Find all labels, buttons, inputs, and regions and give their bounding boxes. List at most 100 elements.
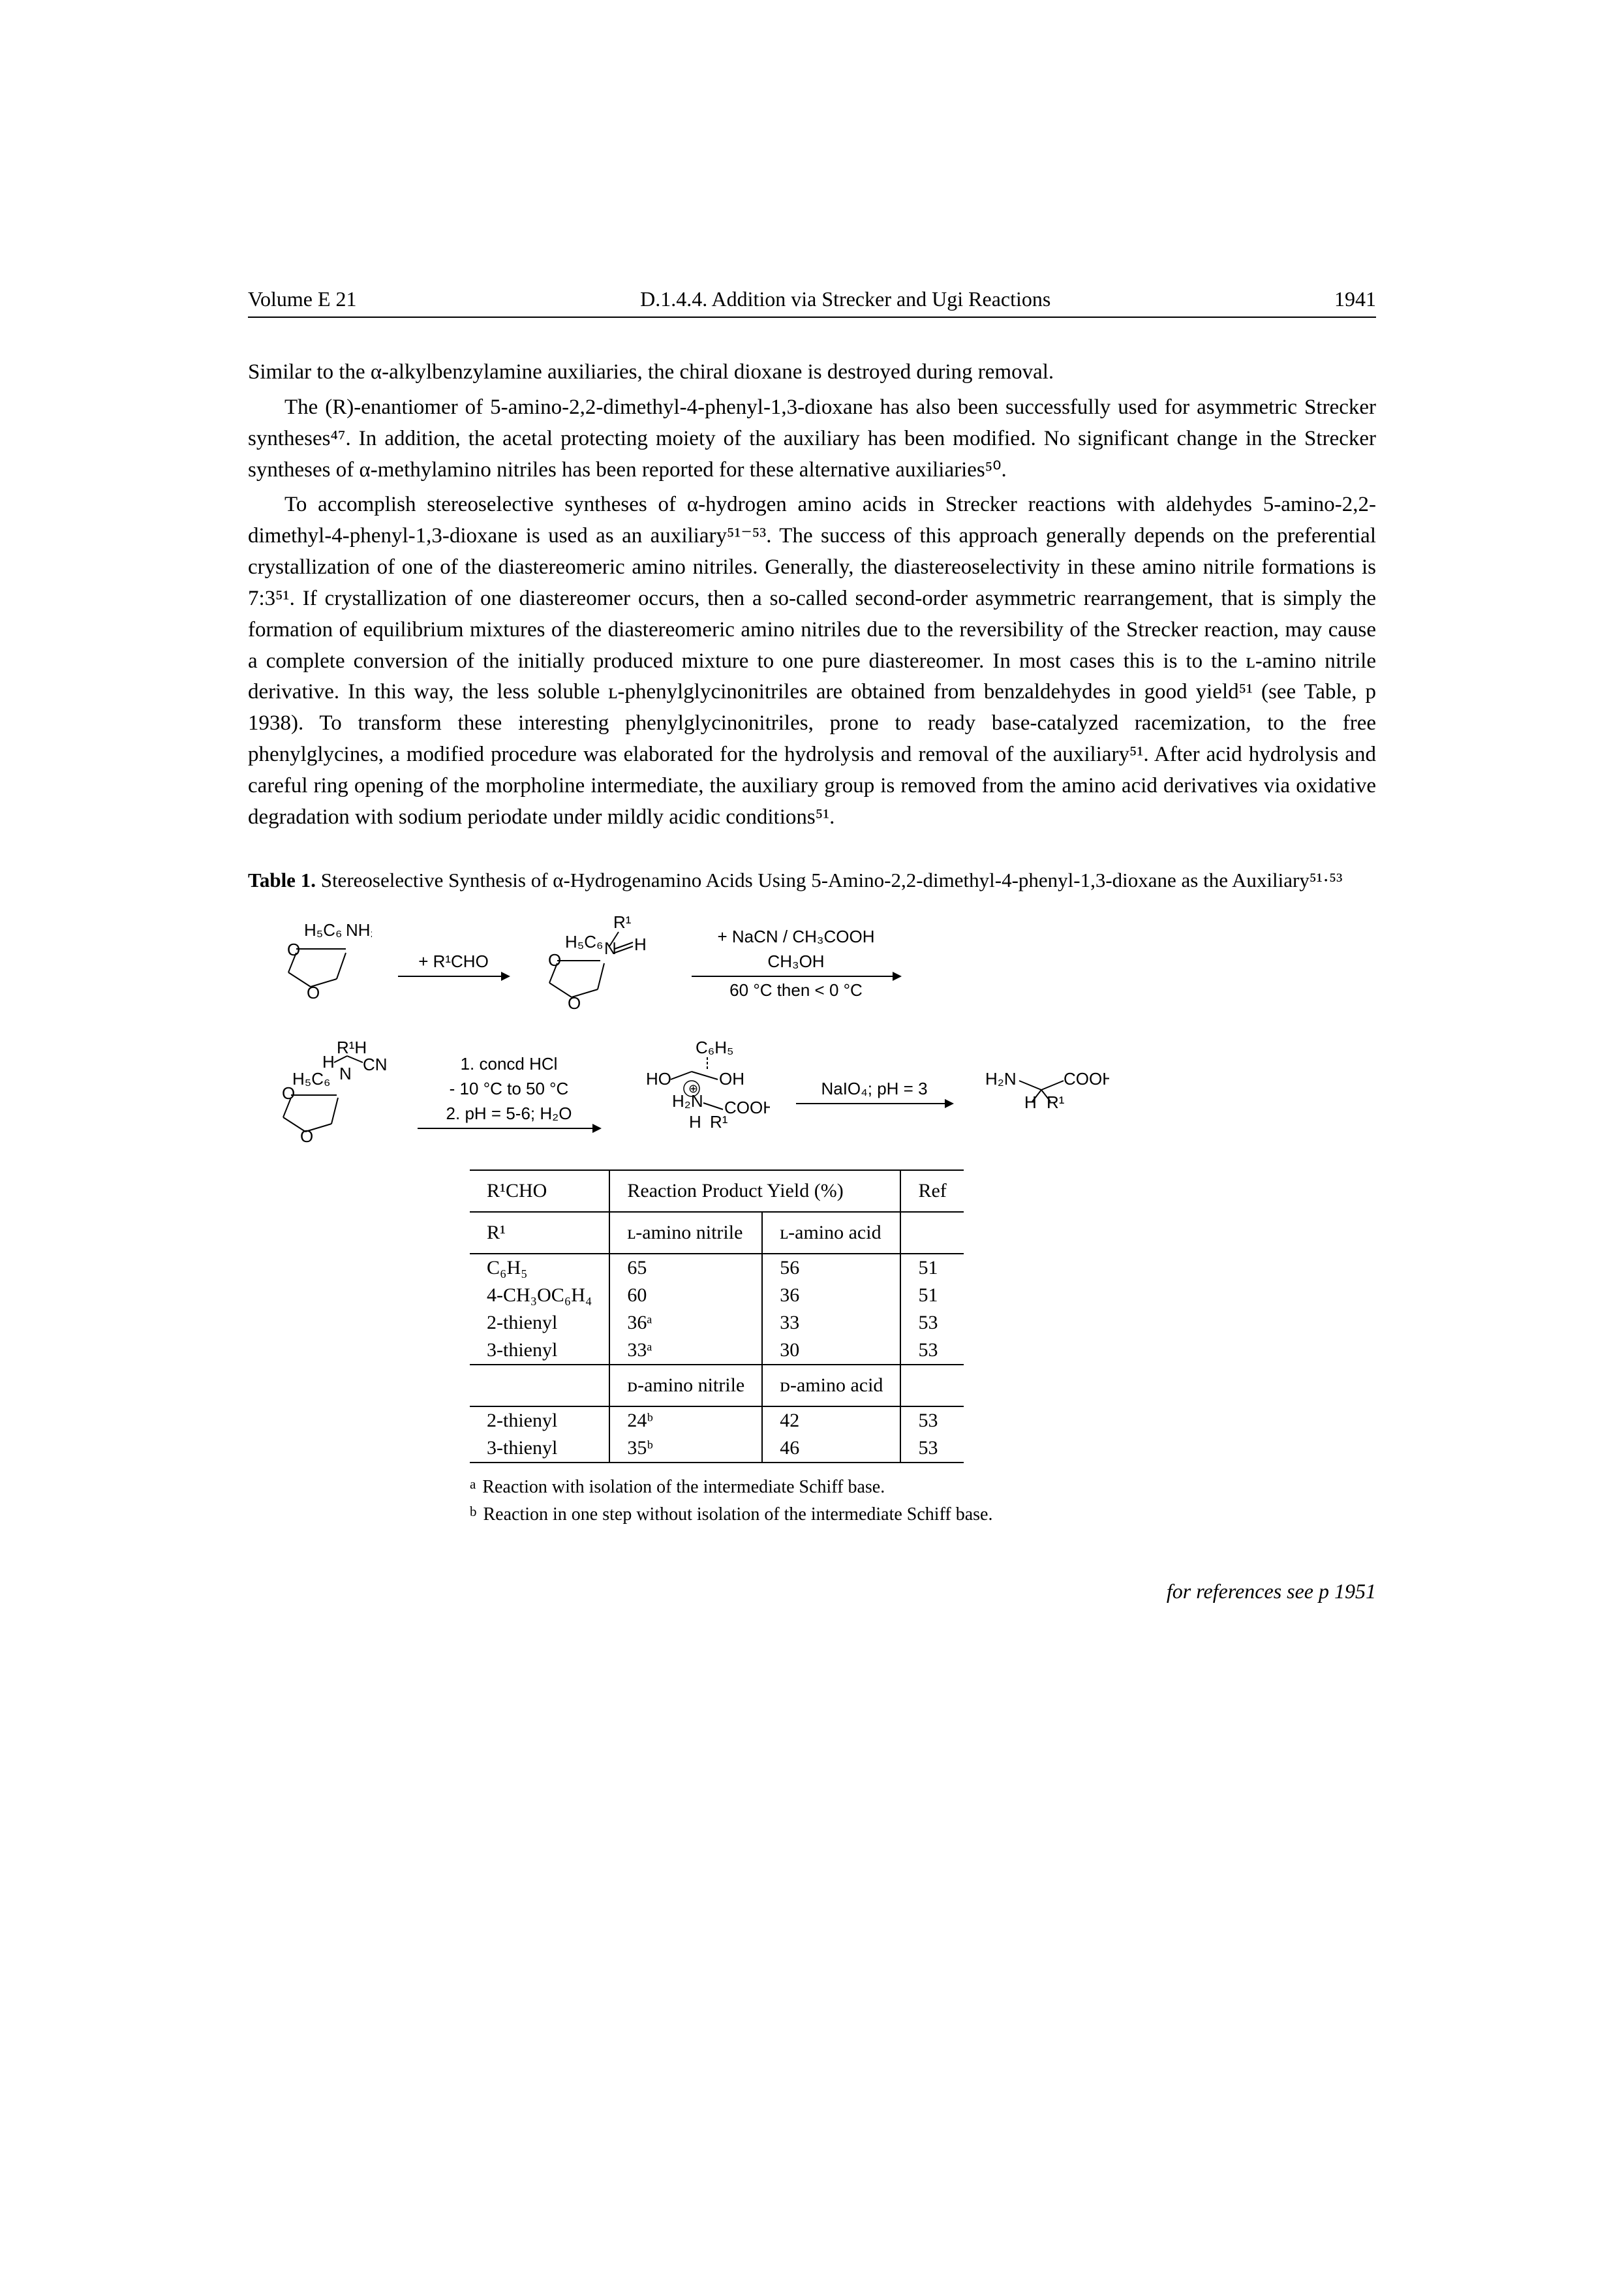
- arrow-hcl-top3: 2. pH = 5-6; H₂O: [446, 1103, 572, 1125]
- svg-text:H: H: [689, 1112, 701, 1132]
- col-header-yield: Reaction Product Yield (%): [609, 1171, 900, 1212]
- arrow-nacn-top1: + NaCN / CH₃COOH: [717, 926, 874, 948]
- svg-text:⊕: ⊕: [688, 1082, 698, 1095]
- arrow-hcl-top1: 1. concd HCl: [461, 1053, 558, 1076]
- table-row: ᴅ-amino nitrile ᴅ-amino acid: [470, 1365, 964, 1406]
- svg-text:H₅C₆: H₅C₆: [304, 921, 343, 940]
- footnote-b-mark: b: [470, 1502, 477, 1527]
- svg-text:H₂N: H₂N: [672, 1091, 703, 1111]
- arrow-naio4: NaIO₄; pH = 3: [796, 1078, 953, 1104]
- cell-r1: 2-thienyl: [470, 1407, 609, 1434]
- svg-text:O: O: [282, 1083, 295, 1103]
- table-row: 3-thienyl 35ᵇ 46 53: [470, 1434, 964, 1463]
- cell-ref: 51: [900, 1254, 963, 1282]
- cell-acid: 30: [762, 1337, 900, 1365]
- svg-text:C₆H₅: C₆H₅: [696, 1039, 734, 1057]
- footnote-b: b Reaction in one step without isolation…: [470, 1502, 1018, 1527]
- cell-acid: 36: [762, 1282, 900, 1309]
- reaction-scheme: H₅C₆ NH₂ O O + R¹CHO R¹ H₅C₆ N: [274, 915, 1376, 1143]
- subheader-d-nitrile: ᴅ-amino nitrile: [609, 1365, 762, 1406]
- svg-text:O: O: [307, 983, 320, 1002]
- arrow-hcl: 1. concd HCl - 10 °C to 50 °C 2. pH = 5-…: [418, 1053, 600, 1128]
- table-1: R¹CHO Reaction Product Yield (%) Ref R¹ …: [470, 1169, 964, 1463]
- col-header-ref: Ref: [900, 1171, 963, 1212]
- paragraph-3: To accomplish stereoselective syntheses …: [248, 489, 1376, 833]
- cell-r1: 2-thienyl: [470, 1309, 609, 1337]
- scheme-row-2: R¹H H N CN H₅C₆ O O 1. concd HCl - 10 °C…: [274, 1039, 1376, 1143]
- svg-text:CN: CN: [363, 1055, 388, 1074]
- morpholine-intermediate-icon: C₆H₅ HO OH H₂N COOH H R¹ ⊕: [626, 1039, 770, 1143]
- cell-acid: 42: [762, 1407, 900, 1434]
- svg-text:H₅C₆: H₅C₆: [565, 932, 604, 952]
- cell-r1: 3-thienyl: [470, 1434, 609, 1463]
- cell-nitrile: 65: [609, 1254, 762, 1282]
- header-page-number: 1941: [1334, 287, 1376, 311]
- paragraph-2: The (R)-enantiomer of 5-amino-2,2-dimeth…: [248, 392, 1376, 486]
- aminonitrile-structure-icon: R¹H H N CN H₅C₆ O O: [274, 1039, 391, 1143]
- svg-text:COOH: COOH: [1064, 1069, 1109, 1089]
- references-pointer: for references see p 1951: [248, 1579, 1376, 1603]
- svg-text:COOH: COOH: [724, 1098, 770, 1117]
- cell-ref: 53: [900, 1407, 963, 1434]
- imine-structure-icon: R¹ H₅C₆ N H O O: [535, 915, 666, 1013]
- cell-nitrile: 60: [609, 1282, 762, 1309]
- paragraph-1: Similar to the α-alkylbenzylamine auxili…: [248, 357, 1376, 388]
- dioxane-amine-structure-icon: H₅C₆ NH₂ O O: [274, 921, 372, 1006]
- svg-text:HO: HO: [646, 1069, 671, 1089]
- svg-text:H: H: [634, 935, 647, 954]
- arrow-nacn-top2: CH₃OH: [767, 951, 824, 973]
- arrow-nacn: + NaCN / CH₃COOH CH₃OH 60 °C then < 0 °C: [692, 926, 900, 1001]
- amino-acid-product-icon: H₂N COOH H R¹: [979, 1059, 1109, 1124]
- table-row: C₆H₅ 65 56 51: [470, 1254, 964, 1282]
- cell-acid: 33: [762, 1309, 900, 1337]
- table-row: R¹ ʟ-amino nitrile ʟ-amino acid: [470, 1213, 964, 1254]
- table-row: 4-CH₃OC₆H₄ 60 36 51: [470, 1282, 964, 1309]
- svg-text:H₂N: H₂N: [985, 1069, 1017, 1089]
- cell-acid: 56: [762, 1254, 900, 1282]
- footnote-a-text: Reaction with isolation of the intermedi…: [482, 1475, 885, 1500]
- svg-text:OH: OH: [719, 1069, 744, 1089]
- arrow-hcl-top2: - 10 °C to 50 °C: [450, 1078, 569, 1100]
- svg-text:R¹: R¹: [1047, 1092, 1065, 1112]
- arrow-plus-aldehyde: + R¹CHO: [398, 951, 509, 977]
- svg-text:O: O: [300, 1126, 313, 1143]
- header-volume: Volume E 21: [248, 287, 357, 311]
- cell-nitrile: 36ᵃ: [609, 1309, 762, 1337]
- col-header-r1cho: R¹CHO: [470, 1171, 609, 1212]
- subheader-l-acid: ʟ-amino acid: [762, 1213, 900, 1254]
- cell-r1: 3-thienyl: [470, 1337, 609, 1365]
- cell-ref: 51: [900, 1282, 963, 1309]
- footnote-a: a Reaction with isolation of the interme…: [470, 1475, 1018, 1500]
- scheme-row-1: H₅C₆ NH₂ O O + R¹CHO R¹ H₅C₆ N: [274, 915, 1376, 1013]
- arrow-label-r1cho: + R¹CHO: [418, 951, 489, 973]
- svg-text:R¹: R¹: [710, 1112, 728, 1132]
- svg-text:NH₂: NH₂: [346, 921, 372, 940]
- page-header: Volume E 21 D.1.4.4. Addition via Streck…: [248, 287, 1376, 318]
- cell-nitrile: 33ᵃ: [609, 1337, 762, 1365]
- footnote-b-text: Reaction in one step without isolation o…: [483, 1502, 993, 1527]
- cell-ref: 53: [900, 1309, 963, 1337]
- arrow-nacn-bot: 60 °C then < 0 °C: [729, 980, 863, 1002]
- cell-ref: 53: [900, 1337, 963, 1365]
- cell-ref: 53: [900, 1434, 963, 1463]
- cell-r1: C₆H₅: [470, 1254, 609, 1282]
- subheader-l-nitrile: ʟ-amino nitrile: [609, 1213, 762, 1254]
- cell-acid: 46: [762, 1434, 900, 1463]
- table-1-label: Table 1.: [248, 869, 316, 891]
- svg-text:N: N: [339, 1064, 352, 1083]
- table-row: 2-thienyl 36ᵃ 33 53: [470, 1309, 964, 1337]
- table-1-caption: Stereoselective Synthesis of α-Hydrogena…: [316, 869, 1342, 891]
- cell-nitrile: 35ᵇ: [609, 1434, 762, 1463]
- svg-text:O: O: [287, 940, 300, 959]
- header-section: D.1.4.4. Addition via Strecker and Ugi R…: [357, 287, 1334, 311]
- subheader-r1: R¹: [470, 1213, 609, 1254]
- cell-r1: 4-CH₃OC₆H₄: [470, 1282, 609, 1309]
- table-row: 2-thienyl 24ᵇ 42 53: [470, 1407, 964, 1434]
- svg-text:H: H: [1024, 1092, 1037, 1112]
- subheader-d-acid: ᴅ-amino acid: [762, 1365, 900, 1406]
- table-footnotes: a Reaction with isolation of the interme…: [470, 1475, 1018, 1527]
- cell-nitrile: 24ᵇ: [609, 1407, 762, 1434]
- footnote-a-mark: a: [470, 1475, 476, 1500]
- svg-text:R¹: R¹: [613, 915, 632, 932]
- svg-text:H₅C₆: H₅C₆: [292, 1069, 331, 1089]
